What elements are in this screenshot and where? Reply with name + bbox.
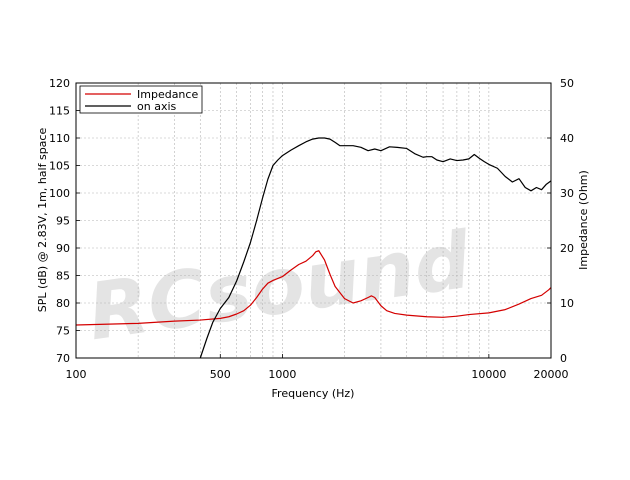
data-series [75,137,552,359]
x-tick-label: 20000 [534,368,569,381]
x-tick-label: 500 [210,368,231,381]
y-left-tick-label: 120 [49,77,70,90]
legend-box [79,85,203,114]
legend: Impedance on axis [79,85,203,114]
grid-lines [76,83,551,358]
x-axis-title: Frequency (Hz) [272,387,355,400]
y-left-tick-label: 70 [56,352,70,365]
x-tick-label: 10000 [471,368,506,381]
axis-ticks: 100 500 1000 10000 2000070758085909510010511… [49,77,574,381]
y-right-tick-label: 20 [560,242,574,255]
series-line-impedance [75,250,552,326]
y-left-tick-label: 95 [56,215,70,228]
y-right-tick-label: 10 [560,297,574,310]
y-left-tick-label: 80 [56,297,70,310]
y-right-tick-label: 50 [560,77,574,90]
series-line-on-axis [199,137,552,359]
y-right-tick-label: 30 [560,187,574,200]
x-tick-label: 100 [66,368,87,381]
y-right-tick-label: 0 [560,352,567,365]
y-left-axis-title: SPL (dB) @ 2.83V, 1m, half space [36,128,49,313]
y-left-tick-label: 75 [56,325,70,338]
y-right-tick-label: 40 [560,132,574,145]
y-left-tick-label: 105 [49,160,70,173]
y-left-tick-label: 100 [49,187,70,200]
legend-label-on-axis: on axis [137,100,177,113]
y-left-tick-label: 85 [56,270,70,283]
y-right-axis-title: Impedance (Ohm) [577,170,590,270]
x-tick-label: 1000 [268,368,296,381]
y-left-tick-label: 115 [49,105,70,118]
legend-label-impedance: Impedance [137,88,198,101]
y-left-tick-label: 110 [49,132,70,145]
y-left-tick-label: 90 [56,242,70,255]
